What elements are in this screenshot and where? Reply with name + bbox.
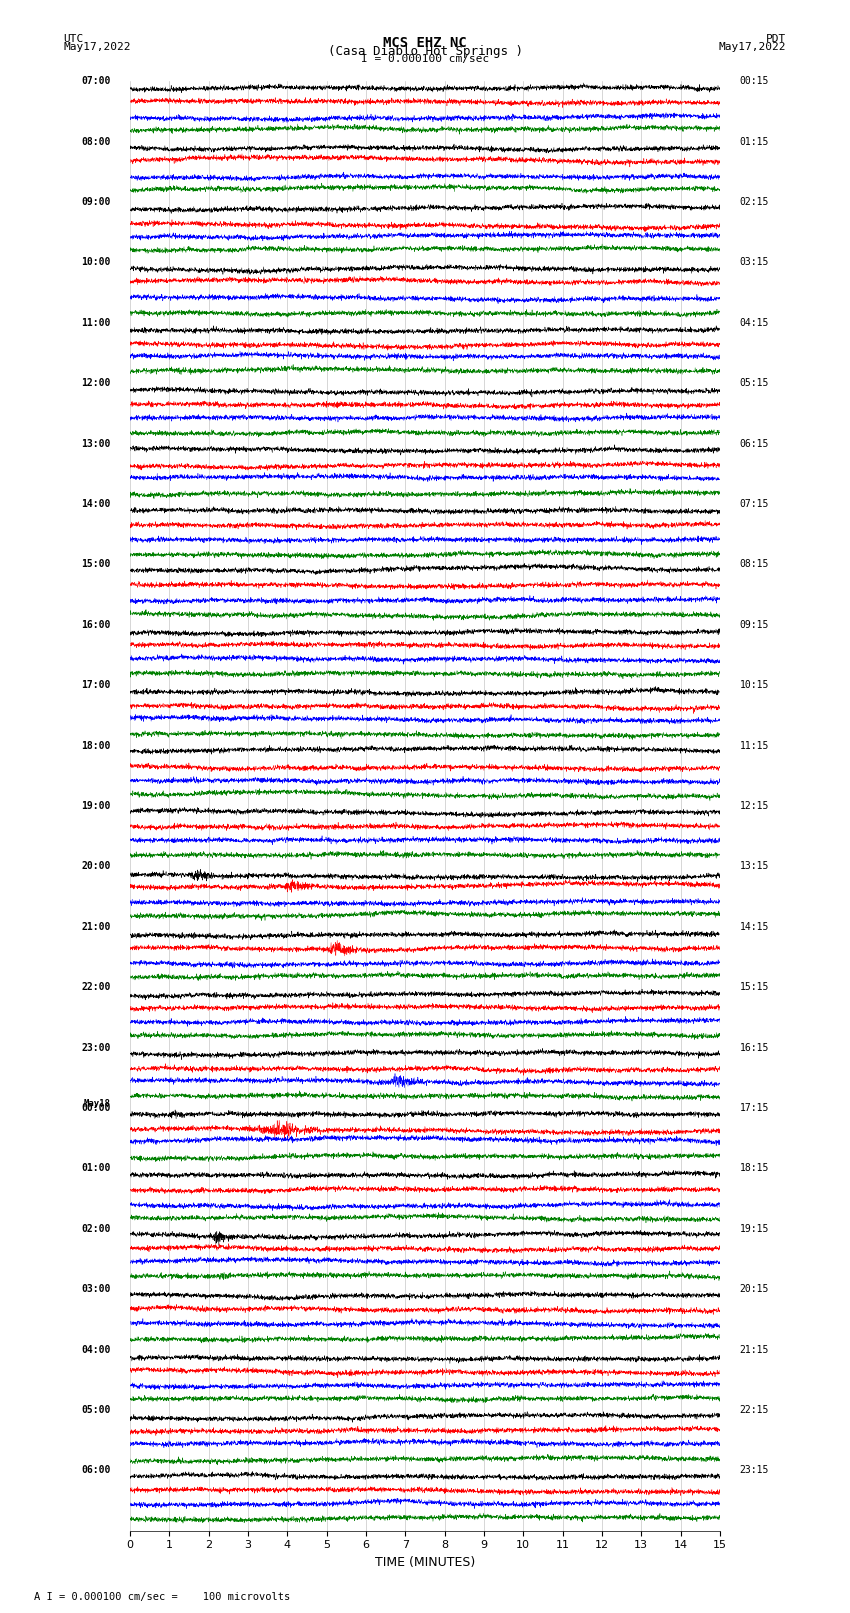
- Text: 22:00: 22:00: [81, 982, 110, 992]
- Text: PDT: PDT: [766, 34, 786, 44]
- Text: 19:00: 19:00: [81, 802, 110, 811]
- Text: 20:15: 20:15: [740, 1284, 769, 1294]
- Text: 15:00: 15:00: [81, 560, 110, 569]
- Text: May17,2022: May17,2022: [64, 42, 131, 52]
- Text: May17,2022: May17,2022: [719, 42, 786, 52]
- Text: 01:15: 01:15: [740, 137, 769, 147]
- Text: 18:00: 18:00: [81, 740, 110, 750]
- Text: 13:00: 13:00: [81, 439, 110, 448]
- Text: 21:15: 21:15: [740, 1345, 769, 1355]
- Text: 08:15: 08:15: [740, 560, 769, 569]
- Text: 08:00: 08:00: [81, 137, 110, 147]
- Text: 04:15: 04:15: [740, 318, 769, 327]
- Text: 09:15: 09:15: [740, 619, 769, 629]
- Text: 06:00: 06:00: [81, 1465, 110, 1476]
- Text: 12:15: 12:15: [740, 802, 769, 811]
- Text: 04:00: 04:00: [81, 1345, 110, 1355]
- Text: I = 0.000100 cm/sec: I = 0.000100 cm/sec: [361, 53, 489, 65]
- Text: 09:00: 09:00: [81, 197, 110, 206]
- Text: 00:15: 00:15: [740, 76, 769, 85]
- Text: 14:00: 14:00: [81, 498, 110, 510]
- Text: 05:00: 05:00: [81, 1405, 110, 1415]
- Text: 20:00: 20:00: [81, 861, 110, 871]
- Text: 02:00: 02:00: [81, 1224, 110, 1234]
- Text: 11:15: 11:15: [740, 740, 769, 750]
- X-axis label: TIME (MINUTES): TIME (MINUTES): [375, 1557, 475, 1569]
- Text: 18:15: 18:15: [740, 1163, 769, 1173]
- Text: 13:15: 13:15: [740, 861, 769, 871]
- Text: 00:00: 00:00: [81, 1103, 110, 1113]
- Text: 16:00: 16:00: [81, 619, 110, 629]
- Text: 23:15: 23:15: [740, 1465, 769, 1476]
- Text: 06:15: 06:15: [740, 439, 769, 448]
- Text: 11:00: 11:00: [81, 318, 110, 327]
- Text: 07:15: 07:15: [740, 498, 769, 510]
- Text: A I = 0.000100 cm/sec =    100 microvolts: A I = 0.000100 cm/sec = 100 microvolts: [34, 1592, 290, 1602]
- Text: May18: May18: [83, 1098, 110, 1108]
- Text: 05:15: 05:15: [740, 379, 769, 389]
- Text: 02:15: 02:15: [740, 197, 769, 206]
- Text: 17:00: 17:00: [81, 681, 110, 690]
- Text: (Casa Diablo Hot Springs ): (Casa Diablo Hot Springs ): [327, 45, 523, 58]
- Text: 15:15: 15:15: [740, 982, 769, 992]
- Text: 03:15: 03:15: [740, 258, 769, 268]
- Text: 01:00: 01:00: [81, 1163, 110, 1173]
- Text: 16:15: 16:15: [740, 1042, 769, 1053]
- Text: 14:15: 14:15: [740, 921, 769, 932]
- Text: MCS EHZ NC: MCS EHZ NC: [383, 37, 467, 50]
- Text: 03:00: 03:00: [81, 1284, 110, 1294]
- Text: 17:15: 17:15: [740, 1103, 769, 1113]
- Text: 23:00: 23:00: [81, 1042, 110, 1053]
- Text: 21:00: 21:00: [81, 921, 110, 932]
- Text: 22:15: 22:15: [740, 1405, 769, 1415]
- Text: 10:00: 10:00: [81, 258, 110, 268]
- Text: 07:00: 07:00: [81, 76, 110, 85]
- Text: 12:00: 12:00: [81, 379, 110, 389]
- Text: 10:15: 10:15: [740, 681, 769, 690]
- Text: 19:15: 19:15: [740, 1224, 769, 1234]
- Text: UTC: UTC: [64, 34, 84, 44]
